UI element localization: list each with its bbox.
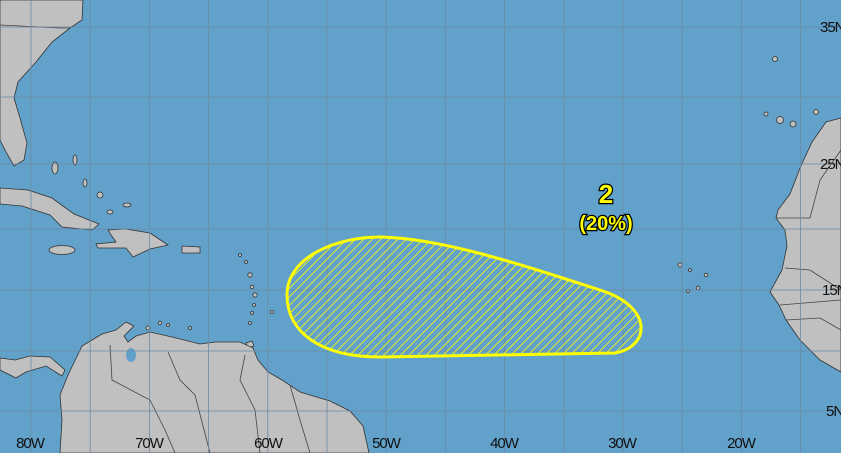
land-canary-islands bbox=[763, 56, 819, 128]
land-north-america bbox=[0, 0, 84, 167]
lon-label: 70W bbox=[135, 435, 165, 452]
outlook-number-label: 2 bbox=[599, 179, 613, 209]
land-puerto-rico bbox=[181, 245, 201, 254]
lon-label: 20W bbox=[727, 435, 757, 452]
lon-label: 60W bbox=[254, 435, 284, 452]
lat-label: 25N bbox=[820, 156, 841, 173]
land-cuba bbox=[0, 187, 100, 231]
lon-label: 50W bbox=[372, 435, 402, 452]
lake-maracaibo bbox=[126, 348, 136, 362]
lat-label: 15N bbox=[822, 282, 841, 299]
land-panama bbox=[0, 355, 66, 379]
lon-label: 80W bbox=[16, 435, 46, 452]
land-hispaniola bbox=[95, 228, 170, 258]
land-bahamas bbox=[51, 154, 132, 215]
land-africa bbox=[769, 117, 841, 373]
lat-label: 35N bbox=[820, 19, 841, 36]
country-borders bbox=[0, 24, 841, 453]
outlook-probability-label: (20%) bbox=[579, 213, 632, 235]
lat-label: 5N bbox=[826, 403, 841, 420]
land-jamaica bbox=[48, 245, 76, 255]
lon-label: 30W bbox=[608, 435, 638, 452]
longitude-labels: 80W 70W 60W 50W 40W 30W 20W bbox=[16, 435, 758, 452]
latitude-labels: 35N 25N 15N 5N bbox=[820, 19, 841, 420]
outlook-area-2[interactable] bbox=[285, 235, 643, 359]
lon-label: 40W bbox=[490, 435, 520, 452]
land-south-america bbox=[59, 321, 370, 453]
